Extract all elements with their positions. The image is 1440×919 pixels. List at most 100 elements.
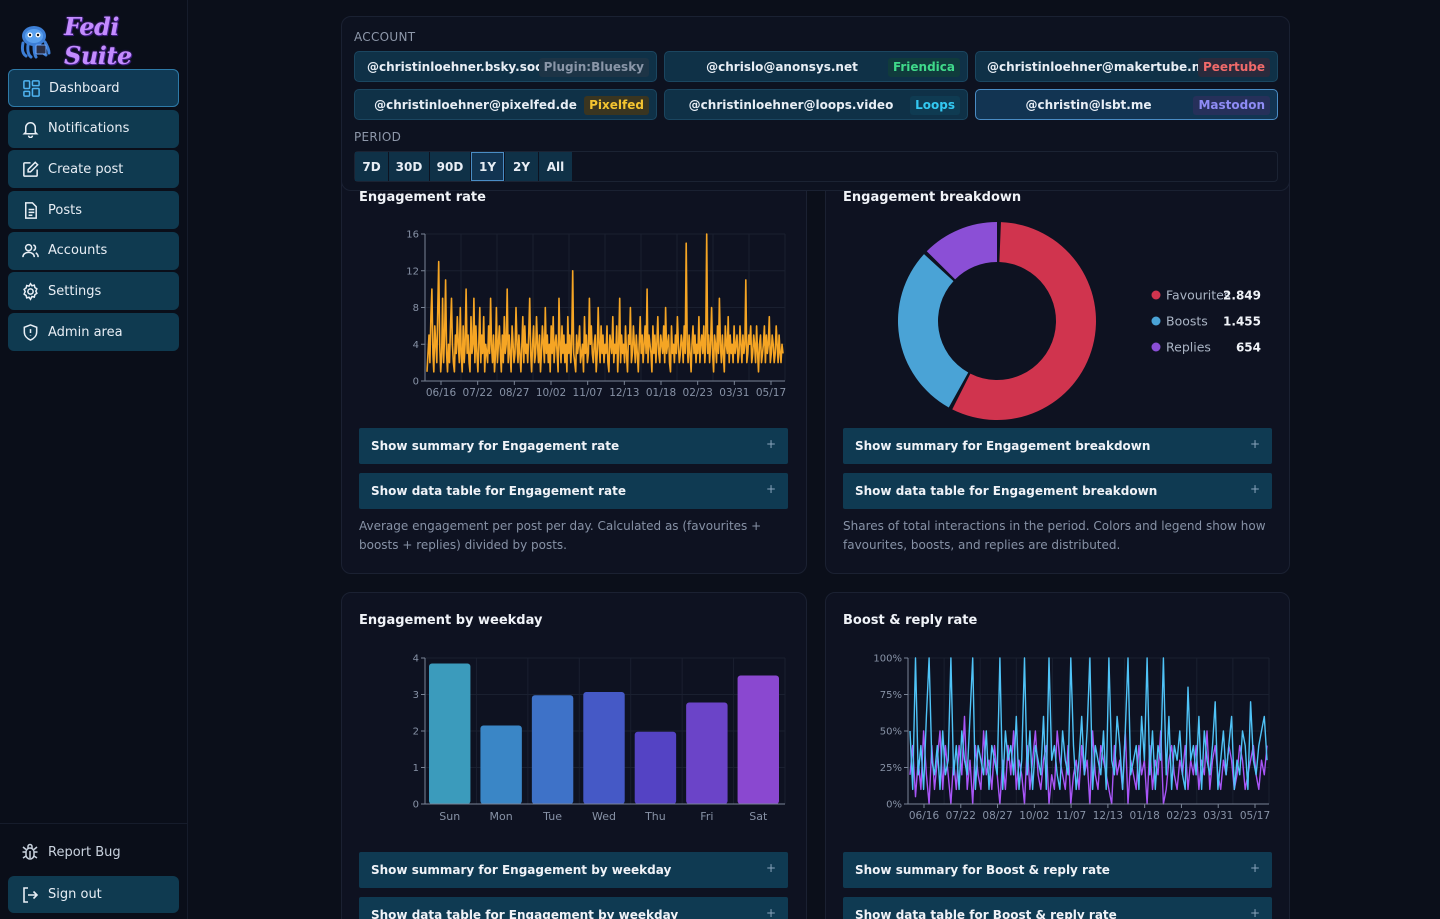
toggle-label: Show data table for Boost & reply rate xyxy=(855,908,1117,919)
legend-swatch xyxy=(1151,316,1161,326)
sidebar-item-notifications[interactable]: Notifications xyxy=(8,109,179,148)
account-chip-friendica[interactable]: @chrislo@anonsys.net Friendica xyxy=(664,51,968,82)
y-tick-label: 0 xyxy=(413,800,419,811)
report-bug-label: Report Bug xyxy=(48,844,121,860)
y-tick-label: 75% xyxy=(880,690,902,701)
summary-toggle-button[interactable]: Show summary for Engagement by weekday + xyxy=(359,852,788,888)
card-title: Engagement breakdown xyxy=(843,190,1022,205)
account-handle: @chrislo@anonsys.net xyxy=(706,59,858,74)
y-tick-label: 0% xyxy=(886,800,902,811)
legend-label: Boosts xyxy=(1166,314,1208,329)
period-30d[interactable]: 30D xyxy=(389,152,429,181)
y-tick-label: 3 xyxy=(413,690,419,701)
donut-slice-replies xyxy=(926,222,997,280)
x-tick-label: Thu xyxy=(644,810,666,823)
account-chip-bluesky[interactable]: @christinloehner.bsky.social Plugin:Blue… xyxy=(354,51,657,82)
app-logo[interactable]: Fedi Suite xyxy=(16,12,187,70)
account-handle: @christinloehner@pixelfed.de xyxy=(374,97,577,112)
filter-panel: ACCOUNT @christinloehner.bsky.social Plu… xyxy=(341,16,1290,191)
x-tick-label: 05/17 xyxy=(1240,810,1270,822)
legend-value: 654 xyxy=(1236,341,1261,355)
account-chip-loops[interactable]: @christinloehner@loops.video Loops xyxy=(664,89,968,120)
x-tick-label: 10/02 xyxy=(1019,810,1049,822)
y-tick-label: 2 xyxy=(413,727,419,738)
platform-badge: Peertube xyxy=(1198,58,1270,77)
bell-icon xyxy=(20,119,40,139)
sidebar-item-accounts[interactable]: Accounts xyxy=(8,231,179,270)
sign-out-button[interactable]: Sign out xyxy=(8,876,179,913)
account-handle: @christinloehner@loops.video xyxy=(688,97,894,112)
toggle-label: Show summary for Engagement by weekday xyxy=(371,863,672,877)
sidebar-item-posts[interactable]: Posts xyxy=(8,191,179,230)
period-2y[interactable]: 2Y xyxy=(505,152,538,181)
sidebar-item-settings[interactable]: Settings xyxy=(8,272,179,311)
legend-value: 1.455 xyxy=(1223,315,1261,329)
report-bug-link[interactable]: Report Bug xyxy=(20,842,121,862)
x-tick-label: Tue xyxy=(542,810,562,823)
bar-mon xyxy=(480,725,522,804)
card-title: Engagement by weekday xyxy=(359,613,543,628)
sidebar-item-label: Posts xyxy=(48,202,82,218)
sidebar-item-admin-area[interactable]: Admin area xyxy=(8,313,179,352)
data-table-toggle-button[interactable]: Show data table for Engagement rate + xyxy=(359,473,788,509)
summary-toggle-button[interactable]: Show summary for Boost & reply rate + xyxy=(843,852,1272,888)
period-1y[interactable]: 1Y xyxy=(471,152,504,181)
sign-out-label: Sign out xyxy=(48,887,102,902)
sidebar-item-label: Settings xyxy=(48,283,102,299)
x-tick-label: Wed xyxy=(592,810,616,823)
engagement-weekday-card: Engagement by weekday Sun Mon Tue Wed Thu Fri… xyxy=(341,592,807,919)
y-tick-label: 50% xyxy=(880,727,902,738)
bug-icon xyxy=(20,842,40,862)
data-table-toggle-button[interactable]: Show data table for Boost & reply rate + xyxy=(843,897,1272,919)
engagement-rate-card: Engagement rate 0 4 8 12 16 06/16 07/22 08/27 10… xyxy=(341,170,807,574)
summary-toggle-button[interactable]: Show summary for Engagement breakdown + xyxy=(843,428,1272,464)
x-tick-label: 08/27 xyxy=(982,810,1012,822)
toggle-label: Show data table for Engagement rate xyxy=(371,484,626,498)
x-tick-label: 02/23 xyxy=(683,387,713,399)
plus-icon: + xyxy=(765,437,776,451)
x-tick-label: 03/31 xyxy=(719,387,749,399)
octopus-logo-icon xyxy=(16,23,52,59)
summary-toggle-button[interactable]: Show summary for Engagement rate + xyxy=(359,428,788,464)
plus-icon: + xyxy=(765,906,776,919)
toggle-label: Show summary for Engagement rate xyxy=(371,439,620,453)
y-tick-label: 0 xyxy=(413,377,419,388)
x-tick-label: 10/02 xyxy=(536,387,566,399)
account-chip-mastodon[interactable]: @christin@lsbt.me Mastodon xyxy=(975,89,1278,120)
bar-fri xyxy=(686,702,728,804)
legend-swatch xyxy=(1151,290,1161,300)
sidebar-item-label: Create post xyxy=(48,161,124,177)
period-all[interactable]: All xyxy=(539,152,572,181)
reply-rate-series xyxy=(909,715,1268,805)
x-tick-label: 11/07 xyxy=(1056,810,1086,822)
toggle-label: Show summary for Engagement breakdown xyxy=(855,439,1151,453)
account-chip-peertube[interactable]: @christinloehner@makertube.net Peertube xyxy=(975,51,1278,82)
platform-badge: Plugin:Bluesky xyxy=(538,58,649,77)
app-logo-text: Fedi Suite xyxy=(64,12,132,70)
period-7d[interactable]: 7D xyxy=(355,152,388,181)
data-table-toggle-button[interactable]: Show data table for Engagement breakdown… xyxy=(843,473,1272,509)
bar-wed xyxy=(583,691,625,804)
x-tick-label: 07/22 xyxy=(463,387,493,399)
period-90d[interactable]: 90D xyxy=(430,152,470,181)
account-handle: @christinloehner@makertube.net xyxy=(987,59,1215,74)
users-icon xyxy=(20,241,40,261)
bar-tue xyxy=(531,695,574,804)
legend-label: Favourites xyxy=(1166,288,1230,303)
x-tick-label: 07/22 xyxy=(946,810,976,822)
gear-icon xyxy=(20,281,40,301)
sidebar-item-label: Notifications xyxy=(48,121,130,137)
engagement-weekday-chart: Sun Mon Tue Wed Thu Fri Sat 0 1 2 3 4 xyxy=(413,654,786,823)
edit-icon xyxy=(20,159,40,179)
plus-icon: + xyxy=(765,861,776,875)
data-table-toggle-button[interactable]: Show data table for Engagement by weekda… xyxy=(359,897,788,919)
sidebar-item-label: Dashboard xyxy=(49,80,120,96)
sidebar-item-create-post[interactable]: Create post xyxy=(8,150,179,189)
account-handle: @christinloehner.bsky.social xyxy=(367,59,559,74)
sidebar-item-dashboard[interactable]: Dashboard xyxy=(8,69,179,107)
x-tick-label: 01/18 xyxy=(646,387,676,399)
y-tick-label: 16 xyxy=(406,230,419,241)
account-chip-pixelfed[interactable]: @christinloehner@pixelfed.de Pixelfed xyxy=(354,89,657,120)
boost-reply-rate-chart: 0% 25% 50% 75% 100% 06/16 07/22 08/27 10/02 11/07… xyxy=(873,654,1270,823)
